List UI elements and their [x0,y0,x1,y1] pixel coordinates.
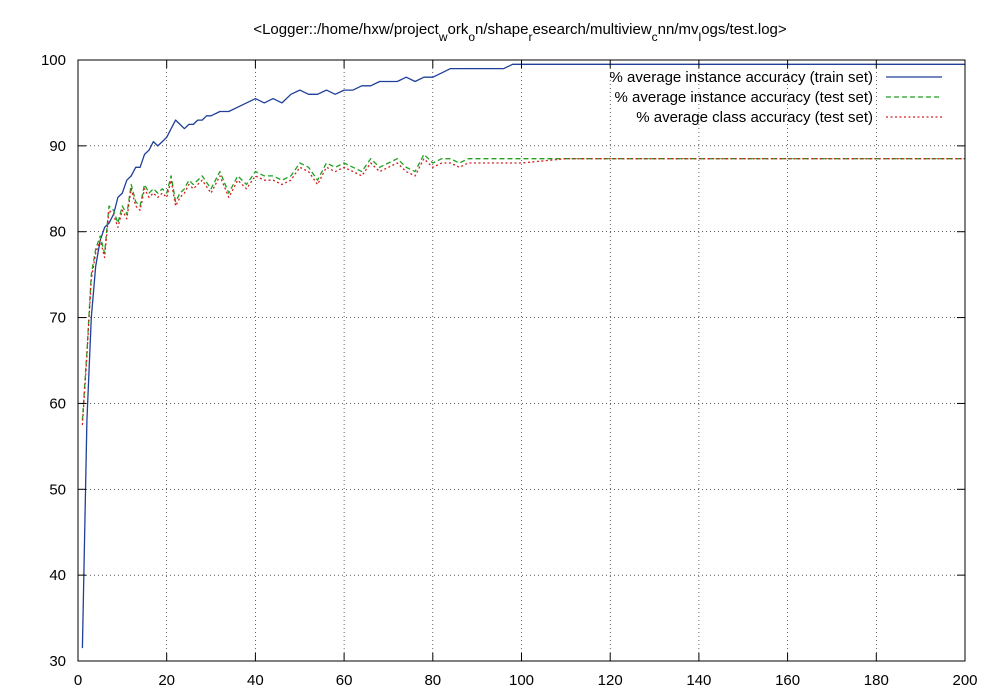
x-tick-label: 60 [336,672,353,689]
y-tick-label: 30 [49,653,66,670]
y-tick-label: 80 [49,224,66,241]
y-tick-label: 90 [49,138,66,155]
y-tick-label: 50 [49,481,66,498]
x-tick-label: 80 [424,672,441,689]
x-tick-label: 120 [598,672,623,689]
legend: % average instance accuracy (train set)%… [610,69,942,126]
y-tick-label: 60 [49,395,66,412]
x-tick-label: 20 [158,672,175,689]
legend-label-3: % average class accuracy (test set) [636,109,873,126]
plot-area [81,63,965,649]
title-subscript: o [468,30,475,44]
legend-label-1: % average instance accuracy (train set) [610,69,873,86]
series-line-1 [81,63,965,649]
x-tick-label: 100 [509,672,534,689]
title-part: <Logger::/home/hxw/project [253,21,439,38]
title-subscript: r [528,30,532,44]
title-part: nn/mv [658,21,699,38]
series-line-3 [81,158,965,425]
axes: 30 40 50 60 70 80 90 100 0 20 40 60 80 100 120 140 160 18… [41,52,978,689]
x-tick-label: 160 [775,672,800,689]
x-tick-label: 0 [74,672,82,689]
title-subscript: w [438,30,448,44]
title-part: n/shape [475,21,528,38]
x-tick-label: 200 [952,672,977,689]
series-line-2 [81,153,965,421]
x-tick-label: 40 [247,672,264,689]
title-part: ogs/test.log> [701,21,787,38]
legend-label-2: % average instance accuracy (test set) [615,89,873,106]
x-tick-label: 140 [686,672,711,689]
chart-title: <Logger::/home/hxw/projectworkon/shapere… [253,21,787,44]
title-part: ork [448,21,469,38]
x-tick-label: 180 [864,672,889,689]
y-tick-label: 40 [49,567,66,584]
title-subscript: l [699,30,702,44]
y-tick-label: 70 [49,310,66,327]
title-subscript: c [652,30,658,44]
grid [78,60,965,661]
title-part: esearch/multiview [532,21,651,38]
y-tick-label: 100 [41,52,66,69]
